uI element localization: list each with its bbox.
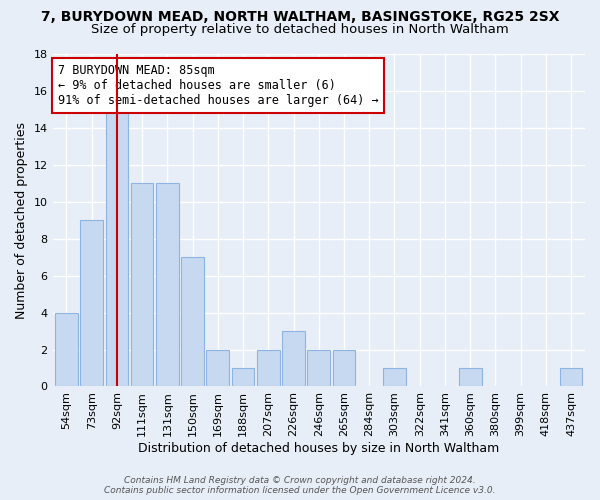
X-axis label: Distribution of detached houses by size in North Waltham: Distribution of detached houses by size …	[138, 442, 499, 455]
Bar	[383, 368, 406, 386]
Bar	[181, 257, 204, 386]
Bar	[156, 184, 179, 386]
Bar	[106, 110, 128, 386]
Bar	[459, 368, 482, 386]
Bar	[257, 350, 280, 387]
Bar	[80, 220, 103, 386]
Y-axis label: Number of detached properties: Number of detached properties	[15, 122, 28, 318]
Bar	[232, 368, 254, 386]
Text: 7, BURYDOWN MEAD, NORTH WALTHAM, BASINGSTOKE, RG25 2SX: 7, BURYDOWN MEAD, NORTH WALTHAM, BASINGS…	[41, 10, 559, 24]
Text: 7 BURYDOWN MEAD: 85sqm
← 9% of detached houses are smaller (6)
91% of semi-detac: 7 BURYDOWN MEAD: 85sqm ← 9% of detached …	[58, 64, 379, 107]
Bar	[560, 368, 583, 386]
Text: Size of property relative to detached houses in North Waltham: Size of property relative to detached ho…	[91, 22, 509, 36]
Text: Contains HM Land Registry data © Crown copyright and database right 2024.
Contai: Contains HM Land Registry data © Crown c…	[104, 476, 496, 495]
Bar	[55, 312, 78, 386]
Bar	[307, 350, 330, 387]
Bar	[282, 331, 305, 386]
Bar	[332, 350, 355, 387]
Bar	[131, 184, 154, 386]
Bar	[206, 350, 229, 387]
